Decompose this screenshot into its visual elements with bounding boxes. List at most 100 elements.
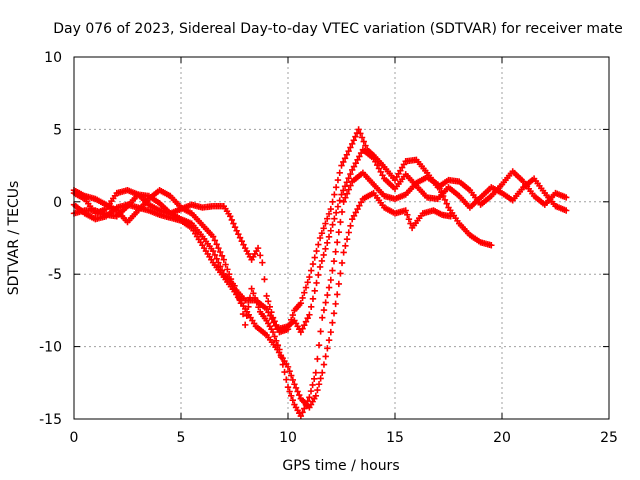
data-point — [327, 205, 334, 213]
data-point — [263, 305, 270, 313]
data-point — [349, 166, 356, 174]
data-point — [357, 149, 365, 157]
data-point — [436, 185, 443, 192]
data-point — [306, 394, 313, 401]
data-point — [263, 292, 270, 300]
data-point — [265, 298, 272, 305]
data-point — [253, 299, 260, 306]
data-point — [405, 215, 413, 223]
data-point — [334, 203, 342, 210]
data-point — [320, 225, 327, 232]
data-point — [315, 381, 323, 388]
data-point — [349, 215, 356, 223]
data-point — [211, 237, 219, 244]
data-point — [220, 256, 227, 263]
data-point — [311, 254, 318, 261]
data-point — [269, 328, 277, 336]
data-point — [362, 142, 369, 149]
data-point — [297, 412, 305, 420]
data-point — [309, 260, 317, 268]
y-tick-label: -15 — [39, 412, 62, 428]
data-point — [231, 223, 239, 231]
data-point — [327, 227, 334, 234]
data-point — [217, 263, 224, 270]
data-point — [211, 251, 219, 259]
x-tick-label: 10 — [279, 430, 297, 446]
data-point — [331, 191, 338, 198]
data-point — [377, 168, 384, 176]
x-tick-label: 0 — [70, 430, 79, 446]
data-point — [327, 276, 334, 284]
data-point — [343, 179, 351, 186]
x-tick-label: 20 — [493, 430, 511, 446]
data-point — [320, 361, 328, 368]
data-point — [334, 239, 341, 246]
data-point — [312, 392, 320, 400]
data-point — [261, 276, 268, 283]
data-point — [320, 306, 328, 314]
data-point — [329, 319, 336, 326]
data-point — [284, 363, 292, 371]
data-point — [217, 248, 224, 256]
data-point — [309, 381, 316, 389]
data-point — [352, 133, 359, 140]
data-point — [236, 234, 244, 241]
data-point — [315, 241, 322, 248]
data-point — [299, 409, 306, 416]
data-point — [256, 252, 264, 259]
data-point — [352, 209, 359, 216]
data-point — [325, 233, 333, 240]
data-point — [254, 244, 262, 252]
data-point — [338, 208, 346, 216]
data-point — [296, 391, 303, 399]
data-point — [404, 211, 411, 219]
grid — [74, 57, 609, 419]
data-point — [239, 310, 247, 318]
data-point — [330, 310, 338, 317]
data-point — [291, 381, 298, 388]
data-point — [240, 241, 247, 248]
data-point — [340, 249, 347, 256]
data-point — [331, 215, 338, 222]
data-point — [322, 353, 329, 360]
data-point — [332, 184, 340, 191]
data-point — [341, 183, 349, 190]
ticks: 0 5 10 15 20 25 -15 -10 -5 0 5 10 — [39, 50, 618, 446]
data-point — [332, 248, 339, 255]
data-point — [370, 155, 377, 162]
data-point — [273, 337, 280, 345]
data-point — [345, 229, 352, 236]
data-point — [299, 325, 306, 332]
data-point — [233, 227, 240, 234]
data-point — [347, 144, 354, 151]
data-point — [313, 279, 320, 287]
data-point — [251, 294, 259, 302]
data-point — [299, 294, 306, 302]
data-point — [316, 234, 324, 242]
data-point — [288, 372, 295, 379]
data-point — [238, 237, 245, 245]
data-point — [222, 261, 229, 268]
x-tick-label: 25 — [600, 430, 618, 446]
data-point — [343, 190, 351, 197]
data-point — [235, 231, 242, 238]
data-point — [289, 396, 297, 404]
x-tick-label: 15 — [386, 430, 404, 446]
data-point — [441, 196, 449, 204]
data-point — [352, 159, 359, 167]
data-point — [349, 140, 356, 148]
data-point — [342, 194, 349, 201]
y-tick-label: 5 — [53, 122, 62, 138]
data-point — [338, 191, 345, 198]
data-point — [355, 126, 362, 133]
data-point — [347, 222, 354, 230]
data-point — [271, 333, 278, 340]
data-point — [311, 375, 318, 383]
data-point — [288, 392, 295, 400]
data-point — [242, 321, 249, 329]
data-point — [315, 341, 323, 349]
x-tick-label: 5 — [177, 430, 186, 446]
data-point — [292, 384, 300, 392]
chart-title: Day 076 of 2023, Sidereal Day-to-day VTE… — [53, 21, 623, 37]
data-point — [209, 233, 217, 240]
